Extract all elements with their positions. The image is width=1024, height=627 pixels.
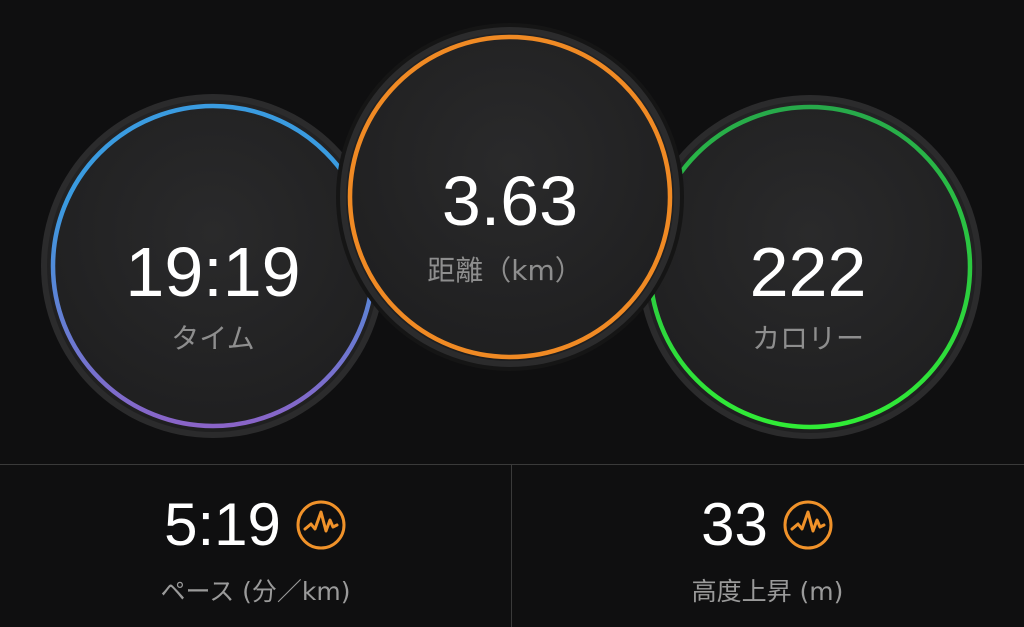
performance-wave-icon[interactable] [782, 499, 834, 551]
time-circle[interactable]: 19:19 タイム [41, 94, 385, 438]
calories-label: カロリー [752, 322, 864, 355]
pace-stat[interactable]: 5:19 ペース (分／km) [0, 490, 511, 608]
time-value: 19:19 [125, 233, 300, 311]
pace-label: ペース (分／km) [160, 577, 351, 606]
divider-vertical [511, 465, 512, 627]
elevation-gain-value: 33 [701, 491, 768, 558]
time-label: タイム [171, 322, 254, 355]
pace-value: 5:19 [164, 491, 281, 558]
distance-label: 距離（km） [427, 254, 583, 287]
distance-ring [347, 34, 673, 360]
distance-value: 3.63 [442, 162, 578, 240]
performance-wave-icon[interactable] [295, 499, 347, 551]
elevation-gain-stat[interactable]: 33 高度上昇 (m) [512, 490, 1023, 608]
elevation-gain-label: 高度上昇 (m) [691, 577, 844, 606]
summary-circles: 19:19 タイム 222 カロリー 3.63 距離（km） [41, 23, 982, 439]
divider-horizontal [0, 464, 1024, 465]
calories-circle[interactable]: 222 カロリー [638, 95, 982, 439]
calories-value: 222 [750, 233, 867, 311]
distance-circle[interactable]: 3.63 距離（km） [336, 23, 684, 371]
